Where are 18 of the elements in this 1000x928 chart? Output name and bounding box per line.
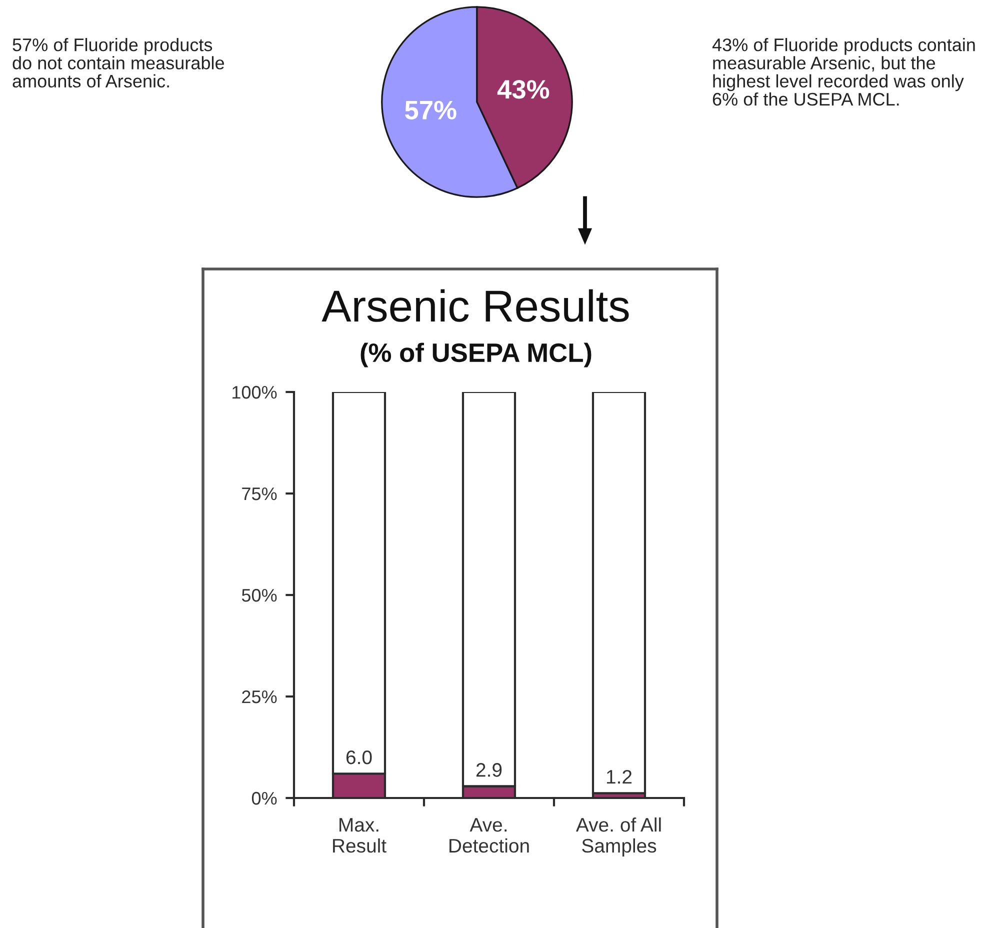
data-label: 2.9 <box>476 763 502 777</box>
chart-subtitle: (% of USEPA MCL) <box>360 342 592 368</box>
data-label: 1.2 <box>606 770 632 784</box>
data-label: 6.0 <box>346 750 372 764</box>
x-tick-label: Ave. Detection <box>450 818 529 853</box>
bar <box>592 392 646 794</box>
y-tick-label: 75% <box>242 488 277 500</box>
data-label: 43% <box>497 80 550 99</box>
y-tick-label: 0% <box>252 792 277 805</box>
text: 43% of Fluoride products contain measurable Arsenic, but the highest level recorded was only 6% of the USEPA MCL. <box>712 38 975 106</box>
data-label: 57% <box>405 100 456 120</box>
x-tick-label: Ave. of All Samples <box>576 817 661 857</box>
x-tick-label: Max. Result <box>333 818 386 853</box>
y-tick-label: 50% <box>242 588 277 602</box>
text: 57% of Fluoride products do not contain measurable amounts of Arsenic. <box>12 38 224 88</box>
chart-title: Arsenic Results <box>322 289 629 322</box>
y-tick-label: 25% <box>242 690 277 704</box>
y-tick-label: 100% <box>232 386 277 399</box>
